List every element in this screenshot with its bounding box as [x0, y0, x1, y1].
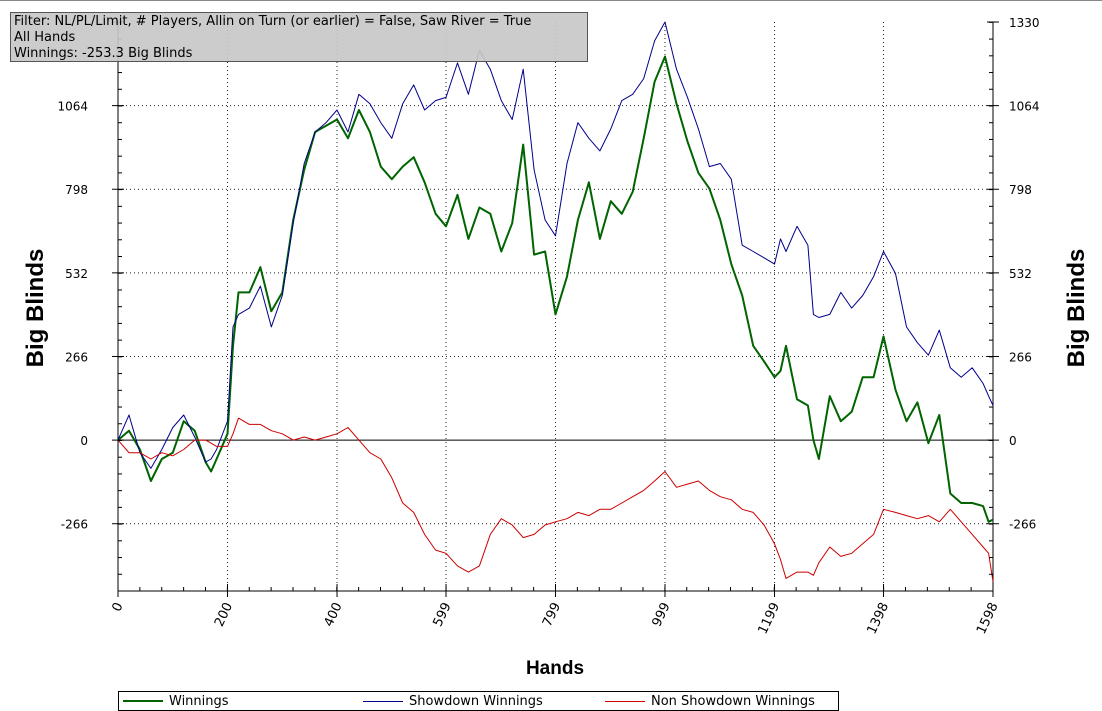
x-tick-label: 999 [650, 600, 674, 629]
series-line-non-showdown [117, 417, 994, 582]
y-axis-label-left: Big Blinds [22, 249, 49, 368]
chart-series [117, 21, 994, 582]
x-tick-label: 400 [322, 600, 346, 629]
y-tick-label-right: -266 [1009, 518, 1036, 532]
y-tick-label-left: 1064 [57, 100, 88, 114]
y-tick-label-left: 532 [65, 267, 88, 281]
x-tick-label: 599 [431, 600, 455, 629]
legend-swatch-non-showdown [605, 700, 645, 702]
legend-item-showdown: Showdown Winnings [359, 693, 543, 709]
x-tick-label: 1398 [865, 600, 893, 636]
y-tick-label-right: 1330 [1009, 16, 1040, 30]
x-tick-label: 799 [540, 600, 564, 629]
y-tick-label-right: 1064 [1009, 100, 1040, 114]
x-tick-label: 0 [110, 600, 127, 614]
y-tick-label-left: -266 [61, 518, 88, 532]
y-tick-label-left: 266 [65, 350, 88, 364]
y-tick-label-right: 266 [1009, 350, 1032, 364]
legend-item-non-showdown: Non Showdown Winnings [601, 693, 815, 709]
x-tick-label: 1598 [974, 600, 1002, 636]
window-top-border [0, 0, 1102, 1]
y-tick-label-right: 532 [1009, 267, 1032, 281]
series-line-winnings [117, 55, 994, 523]
chart-legend: Winnings Showdown Winnings Non Showdown … [118, 691, 839, 711]
hands-scope: All Hands [14, 30, 76, 45]
legend-item-winnings: Winnings [119, 693, 229, 709]
filter-info-box: Filter: NL/PL/Limit, # Players, Allin on… [10, 12, 588, 62]
legend-label-non-showdown: Non Showdown Winnings [651, 693, 815, 709]
series-line-showdown [117, 21, 994, 469]
winnings-total: Winnings: -253.3 Big Blinds [14, 46, 193, 61]
y-tick-label-right: 0 [1009, 434, 1017, 448]
x-tick-label: 1199 [756, 600, 784, 636]
x-tick-label: 200 [212, 600, 236, 629]
chart-ticks: 1330 1064 798 532 266 0 -266 1064 798 532 266 0 -266… [57, 16, 1039, 637]
legend-label-showdown: Showdown Winnings [409, 693, 543, 709]
legend-swatch-winnings [123, 700, 163, 702]
filter-description: Filter: NL/PL/Limit, # Players, Allin on… [14, 14, 532, 29]
y-tick-label-left: 798 [65, 183, 88, 197]
y-tick-label-right: 798 [1009, 183, 1032, 197]
legend-swatch-showdown [363, 700, 403, 702]
legend-label-winnings: Winnings [169, 693, 229, 709]
chart-grid [118, 22, 993, 591]
x-axis-label: Hands [526, 658, 584, 679]
y-tick-label-left: 0 [80, 434, 88, 448]
y-axis-label-right: Big Blinds [1063, 249, 1090, 368]
